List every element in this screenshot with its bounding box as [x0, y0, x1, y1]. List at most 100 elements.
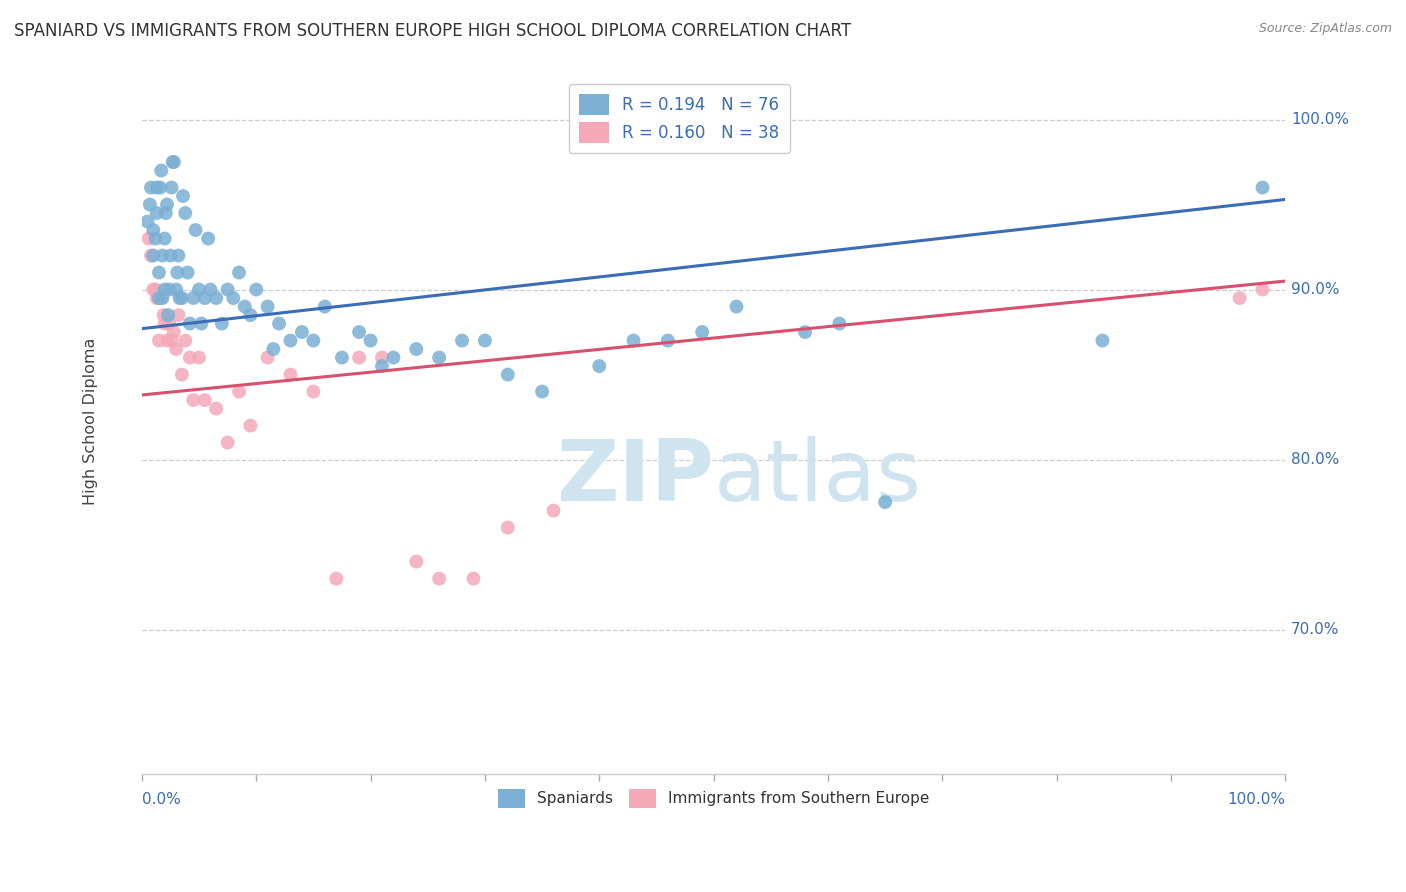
Spaniards: [239, 308, 262, 322]
Spaniards: [149, 180, 172, 194]
Immigrants from Southern Europe: [371, 351, 394, 365]
Text: 100.0%: 100.0%: [1227, 792, 1285, 806]
Immigrants from Southern Europe: [405, 555, 427, 569]
Spaniards: [194, 291, 217, 305]
Immigrants from Southern Europe: [239, 418, 262, 433]
Immigrants from Southern Europe: [188, 351, 211, 365]
Spaniards: [828, 317, 851, 331]
Spaniards: [197, 231, 219, 245]
Text: 90.0%: 90.0%: [1291, 282, 1340, 297]
Immigrants from Southern Europe: [138, 231, 160, 245]
Immigrants from Southern Europe: [156, 334, 179, 348]
Immigrants from Southern Europe: [152, 308, 174, 322]
Text: SPANIARD VS IMMIGRANTS FROM SOUTHERN EUROPE HIGH SCHOOL DIPLOMA CORRELATION CHAR: SPANIARD VS IMMIGRANTS FROM SOUTHERN EUR…: [14, 22, 851, 40]
Immigrants from Southern Europe: [150, 291, 173, 305]
Immigrants from Southern Europe: [163, 325, 186, 339]
Immigrants from Southern Europe: [347, 351, 370, 365]
Spaniards: [314, 300, 336, 314]
Spaniards: [172, 189, 194, 203]
Spaniards: [142, 248, 165, 262]
Spaniards: [152, 248, 174, 262]
Immigrants from Southern Europe: [148, 334, 170, 348]
Immigrants from Southern Europe: [145, 283, 167, 297]
Spaniards: [163, 155, 186, 169]
Spaniards: [205, 291, 228, 305]
Text: High School Diploma: High School Diploma: [83, 338, 98, 505]
Spaniards: [188, 283, 211, 297]
Immigrants from Southern Europe: [325, 572, 347, 586]
Immigrants from Southern Europe: [280, 368, 302, 382]
Spaniards: [382, 351, 405, 365]
Spaniards: [794, 325, 817, 339]
Spaniards: [427, 351, 450, 365]
Immigrants from Southern Europe: [228, 384, 250, 399]
Spaniards: [496, 368, 519, 382]
Spaniards: [139, 197, 162, 211]
Spaniards: [170, 291, 193, 305]
Spaniards: [256, 300, 278, 314]
Spaniards: [142, 223, 165, 237]
Spaniards: [148, 266, 170, 280]
Spaniards: [136, 214, 159, 228]
Spaniards: [330, 351, 353, 365]
Text: ZIP: ZIP: [555, 436, 714, 519]
Immigrants from Southern Europe: [205, 401, 228, 416]
Spaniards: [160, 180, 183, 194]
Spaniards: [155, 206, 177, 220]
Text: 0.0%: 0.0%: [142, 792, 180, 806]
Immigrants from Southern Europe: [1229, 291, 1251, 305]
Spaniards: [148, 291, 170, 305]
Spaniards: [233, 300, 256, 314]
Spaniards: [145, 180, 167, 194]
Spaniards: [166, 266, 188, 280]
Spaniards: [875, 495, 897, 509]
Immigrants from Southern Europe: [179, 351, 201, 365]
Immigrants from Southern Europe: [167, 308, 190, 322]
Spaniards: [245, 283, 267, 297]
Immigrants from Southern Europe: [181, 393, 204, 408]
Spaniards: [588, 359, 610, 373]
Spaniards: [1091, 334, 1114, 348]
Spaniards: [360, 334, 382, 348]
Immigrants from Southern Europe: [543, 503, 565, 517]
Spaniards: [1251, 180, 1274, 194]
Spaniards: [280, 334, 302, 348]
Spaniards: [165, 283, 187, 297]
Immigrants from Southern Europe: [302, 384, 325, 399]
Immigrants from Southern Europe: [1251, 283, 1274, 297]
Legend: Spaniards, Immigrants from Southern Europe: Spaniards, Immigrants from Southern Euro…: [489, 781, 938, 816]
Immigrants from Southern Europe: [496, 520, 519, 534]
Spaniards: [725, 300, 748, 314]
Spaniards: [474, 334, 496, 348]
Spaniards: [267, 317, 290, 331]
Immigrants from Southern Europe: [145, 291, 167, 305]
Immigrants from Southern Europe: [157, 317, 180, 331]
Spaniards: [152, 291, 174, 305]
Spaniards: [657, 334, 679, 348]
Spaniards: [179, 317, 201, 331]
Spaniards: [159, 248, 181, 262]
Immigrants from Southern Europe: [463, 572, 485, 586]
Spaniards: [157, 308, 180, 322]
Spaniards: [174, 206, 197, 220]
Immigrants from Southern Europe: [217, 435, 239, 450]
Spaniards: [200, 283, 222, 297]
Spaniards: [145, 231, 167, 245]
Text: 80.0%: 80.0%: [1291, 452, 1340, 467]
Immigrants from Southern Europe: [142, 283, 165, 297]
Spaniards: [531, 384, 554, 399]
Spaniards: [184, 223, 207, 237]
Spaniards: [157, 283, 180, 297]
Spaniards: [153, 231, 176, 245]
Spaniards: [690, 325, 713, 339]
Spaniards: [169, 291, 191, 305]
Spaniards: [190, 317, 212, 331]
Immigrants from Southern Europe: [427, 572, 450, 586]
Immigrants from Southern Europe: [170, 368, 193, 382]
Spaniards: [150, 163, 173, 178]
Spaniards: [623, 334, 645, 348]
Text: 70.0%: 70.0%: [1291, 622, 1340, 637]
Spaniards: [162, 155, 184, 169]
Spaniards: [451, 334, 474, 348]
Spaniards: [222, 291, 245, 305]
